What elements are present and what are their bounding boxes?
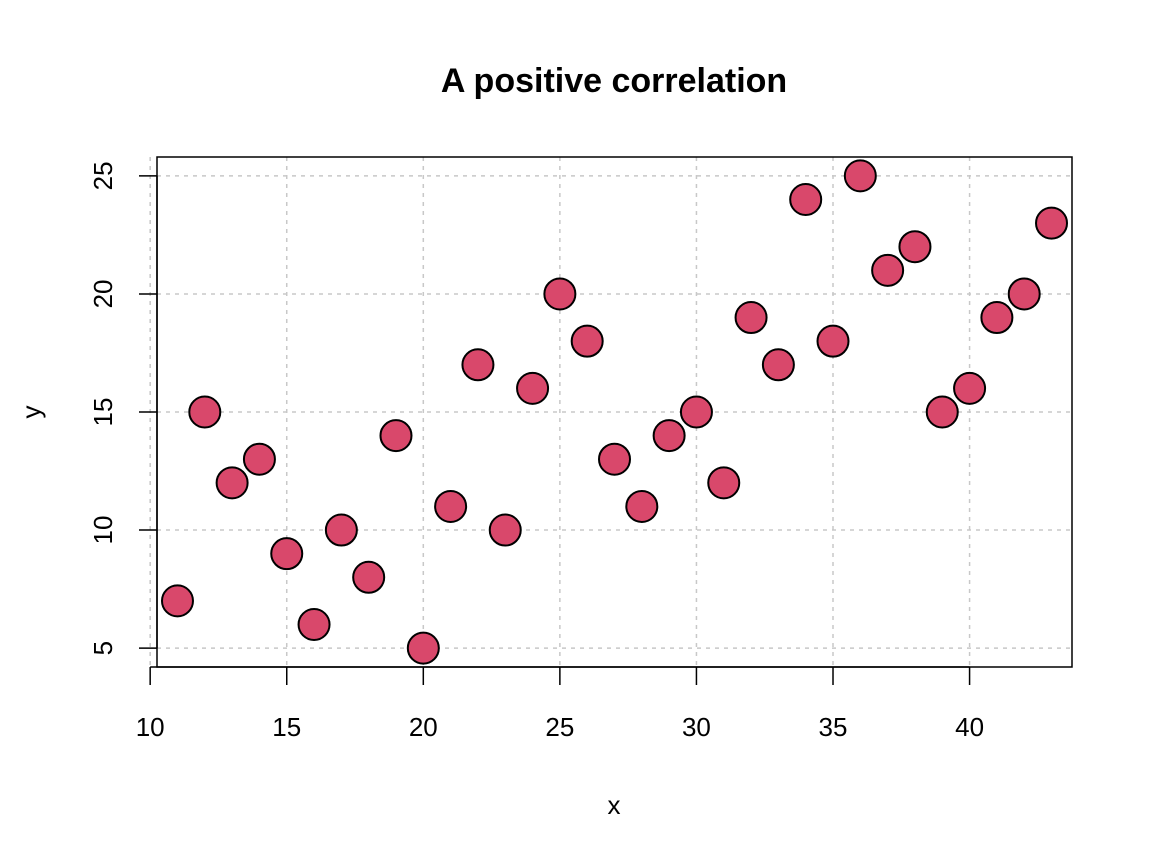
- data-point: [570, 324, 604, 358]
- data-point: [324, 513, 358, 547]
- data-point: [297, 608, 331, 641]
- x-tick-label: 25: [545, 712, 574, 742]
- data-point: [761, 348, 795, 382]
- data-point: [434, 489, 468, 523]
- x-tick-label: 40: [955, 712, 984, 742]
- data-point: [516, 371, 550, 405]
- data-point: [598, 442, 631, 476]
- x-tick-label: 10: [136, 712, 165, 742]
- y-tick-label: 25: [88, 161, 118, 190]
- chart-title: A positive correlation: [441, 62, 787, 100]
- x-axis-label: x: [608, 790, 621, 820]
- data-point: [843, 159, 877, 193]
- data-point: [379, 419, 413, 453]
- data-point: [543, 277, 577, 311]
- data-point: [925, 395, 959, 429]
- data-point: [160, 584, 194, 618]
- data-point: [488, 513, 522, 547]
- data-point: [270, 537, 304, 571]
- data-point: [1035, 206, 1069, 240]
- data-point: [898, 230, 932, 264]
- data-point: [789, 183, 823, 216]
- x-tick-label: 30: [682, 712, 711, 742]
- data-point: [652, 419, 686, 453]
- data-point: [625, 489, 659, 523]
- data-point: [406, 631, 440, 665]
- data-point: [707, 466, 741, 500]
- data-point: [816, 324, 850, 358]
- data-point: [461, 348, 495, 382]
- x-tick-label: 15: [272, 712, 301, 742]
- y-tick-label: 10: [88, 516, 118, 545]
- data-point: [871, 253, 905, 287]
- x-axis: 10 15 20 25 30 35 40: [136, 666, 984, 742]
- data-point: [980, 301, 1014, 335]
- y-axis-label: y: [16, 406, 46, 419]
- data-point: [953, 371, 987, 405]
- x-tick-label: 35: [819, 712, 848, 742]
- y-tick-label: 15: [88, 398, 118, 427]
- data-point: [1007, 277, 1041, 311]
- data-points: [160, 159, 1069, 665]
- data-point: [734, 301, 768, 335]
- y-tick-label: 20: [88, 279, 118, 308]
- data-point: [188, 395, 222, 429]
- data-point: [215, 466, 249, 500]
- y-axis: 5 10 15 20 25: [88, 161, 158, 655]
- y-tick-label: 5: [88, 641, 118, 655]
- data-point: [679, 395, 713, 429]
- data-point: [352, 560, 386, 594]
- x-tick-label: 20: [409, 712, 438, 742]
- data-point: [242, 442, 276, 476]
